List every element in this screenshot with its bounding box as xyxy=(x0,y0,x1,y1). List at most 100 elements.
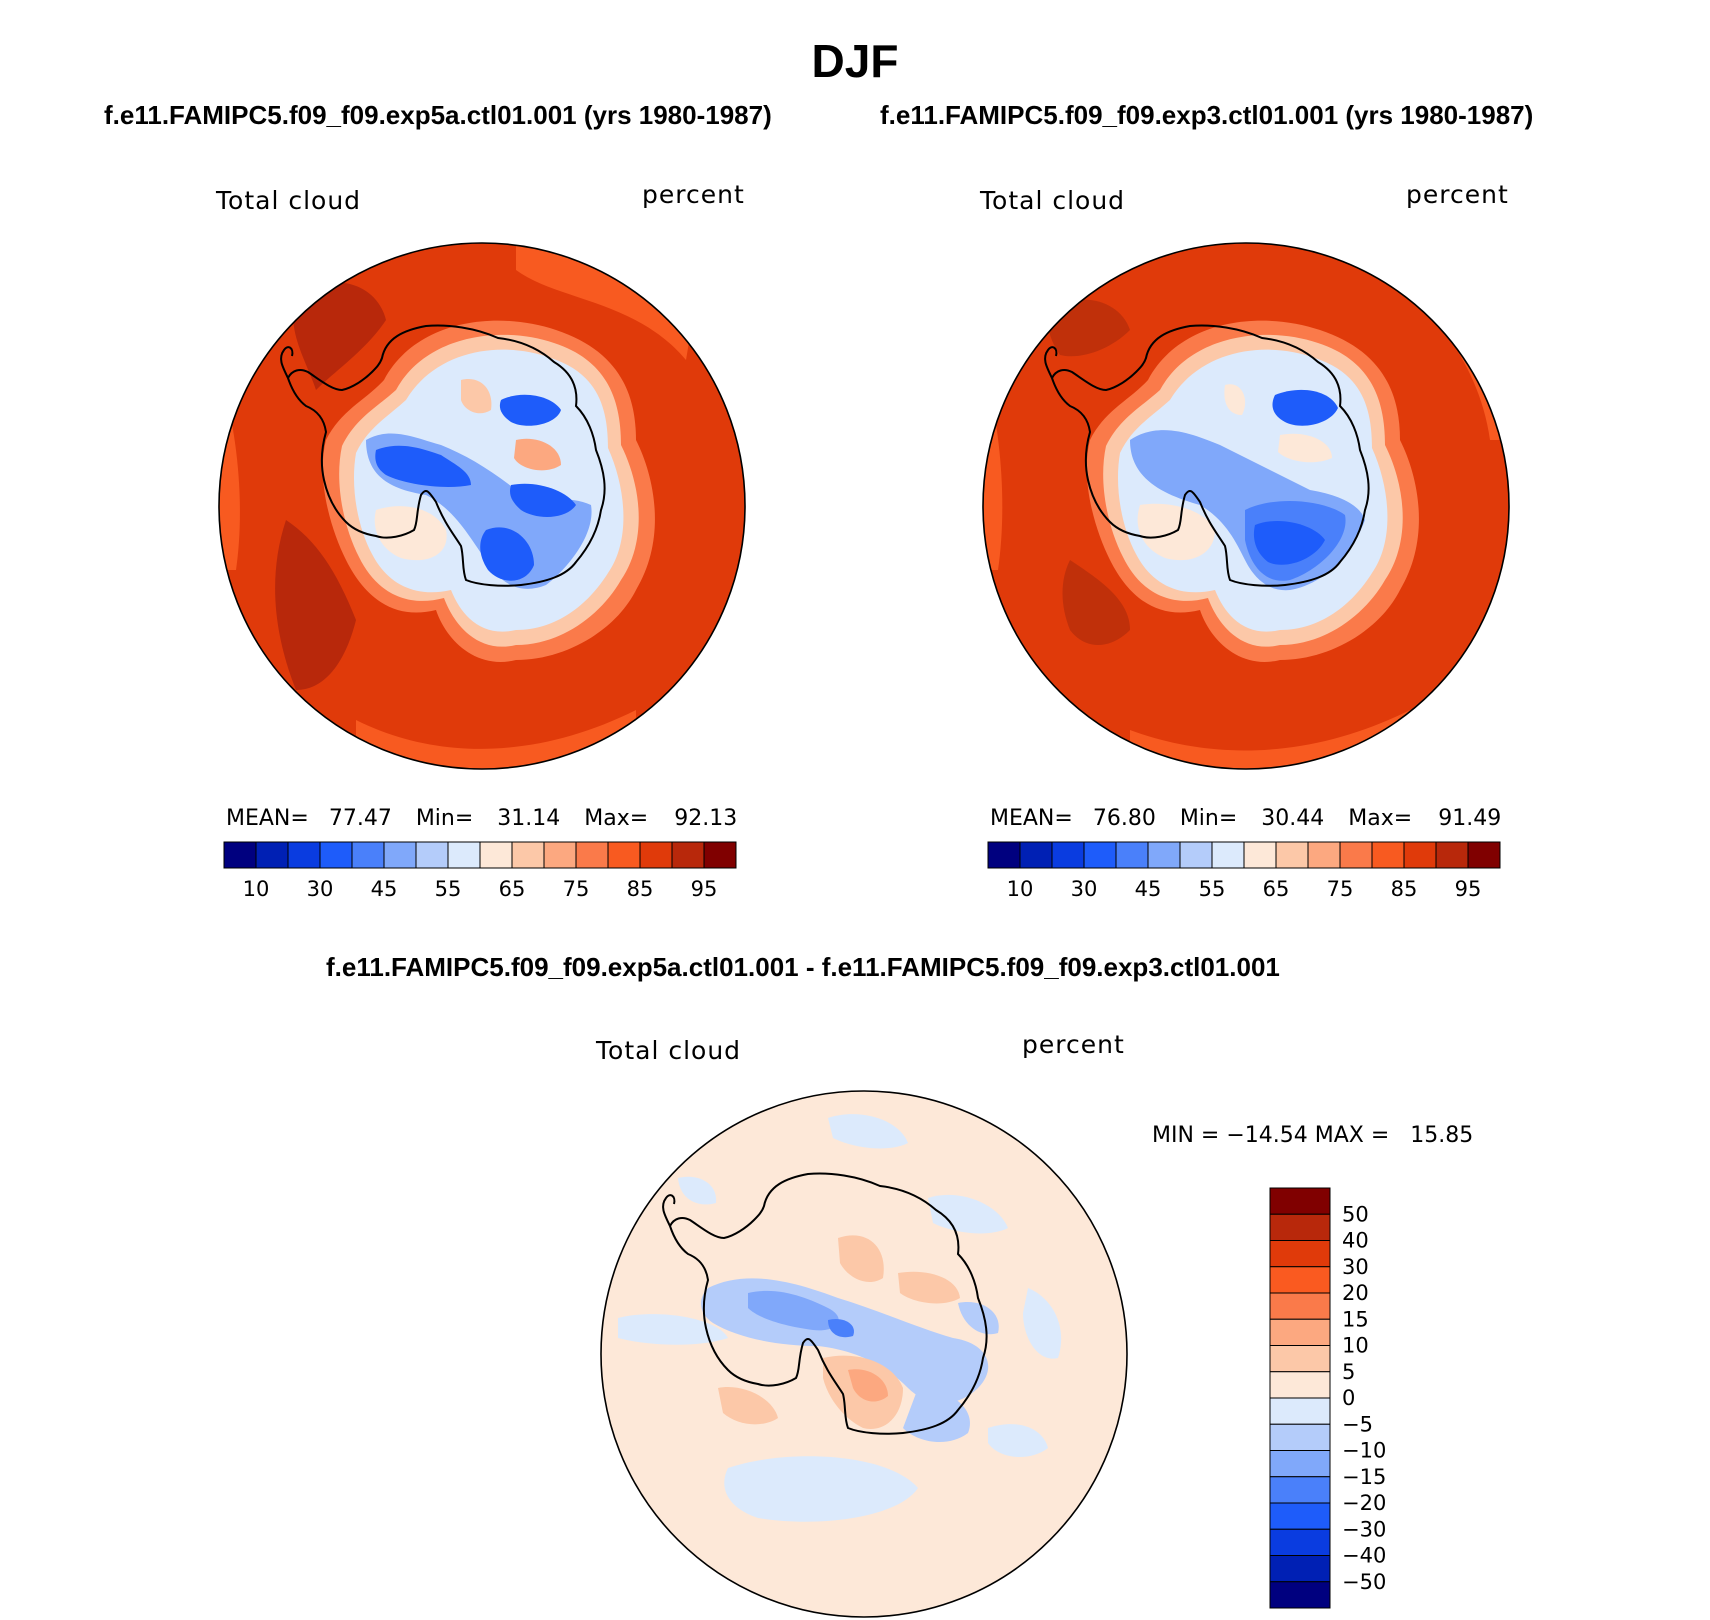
min-label: Min= xyxy=(1179,806,1238,831)
colorbar-tick-label: −20 xyxy=(1342,1491,1386,1515)
colorbar-swatch xyxy=(447,841,481,869)
cloud-blue-region xyxy=(510,483,576,517)
colorbar-swatch xyxy=(1269,1213,1331,1241)
colorbar-swatch xyxy=(1467,841,1501,869)
colorbar-swatch xyxy=(1269,1266,1331,1294)
cloud-warm-region xyxy=(461,379,492,414)
colorbar-tick-label: 65 xyxy=(499,877,526,900)
panel-left-colorbar: 10 30 45 55 65 75 85 95 xyxy=(223,841,737,900)
colorbar-tick-label: −50 xyxy=(1342,1570,1386,1594)
colorbar-swatch xyxy=(1269,1187,1331,1215)
colorbar-swatch xyxy=(671,841,705,869)
colorbar-tick-label: 85 xyxy=(1391,877,1418,900)
difference-variable: Total cloud xyxy=(596,1036,742,1065)
panel-right-variable: Total cloud xyxy=(980,186,1126,215)
positive-anomaly-core xyxy=(848,1369,888,1402)
negative-anomaly-patch xyxy=(1023,1288,1062,1359)
colorbar-swatch xyxy=(1269,1450,1331,1478)
max-value: 91.49 xyxy=(1438,806,1502,831)
colorbar-swatch xyxy=(1269,1423,1331,1451)
cloud-warm-region xyxy=(1224,384,1246,415)
mean-label: MEAN= xyxy=(226,806,309,831)
colorbar-tick-label: 55 xyxy=(435,877,462,900)
peninsula-coast xyxy=(662,1194,676,1227)
colorbar-swatch xyxy=(1307,841,1341,869)
positive-anomaly-region xyxy=(898,1271,960,1304)
negative-anomaly-core xyxy=(748,1290,839,1331)
colorbar-swatch xyxy=(223,841,257,869)
colorbar-swatch xyxy=(1269,1528,1331,1556)
difference-units: percent xyxy=(1022,1030,1125,1059)
colorbar-swatch xyxy=(1083,841,1117,869)
colorbar-swatch xyxy=(255,841,289,869)
panel-right-case-title: f.e11.FAMIPC5.f09_f09.exp3.ctl01.001 (yr… xyxy=(880,100,1534,130)
colorbar-tick-label: 5 xyxy=(1342,1360,1355,1384)
cloud-blue-region xyxy=(499,394,561,426)
ocean-lighter-patch xyxy=(219,360,240,570)
cloud-warm-region xyxy=(514,438,561,471)
mean-value: 77.47 xyxy=(328,806,392,831)
peninsula-coast xyxy=(1044,346,1058,379)
colorbar-swatch xyxy=(1269,1502,1331,1530)
colorbar-swatch xyxy=(1435,841,1469,869)
colorbar-tick-label: 20 xyxy=(1342,1281,1369,1305)
map-boundary xyxy=(982,242,1510,770)
colorbar-swatch xyxy=(1269,1318,1331,1346)
negative-anomaly-patch xyxy=(928,1194,1008,1234)
colorbar-tick-label: 30 xyxy=(307,877,334,900)
colorbar-swatch xyxy=(479,841,513,869)
cloud-blue-region xyxy=(1272,389,1338,426)
difference-minmax: MIN = −14.54 MAX = 15.85 xyxy=(1152,1123,1474,1148)
cloud-blue-region xyxy=(1253,520,1325,565)
colorbar-tick-label: −15 xyxy=(1342,1465,1386,1489)
colorbar-swatch xyxy=(703,841,737,869)
colorbar-tick-label: 30 xyxy=(1071,877,1098,900)
colorbar-swatch xyxy=(1179,841,1213,869)
colorbar-tick-label: 85 xyxy=(627,877,654,900)
colorbar-swatch xyxy=(511,841,545,869)
colorbar-swatch xyxy=(383,841,417,869)
colorbar-swatch xyxy=(1275,841,1309,869)
colorbar-swatch xyxy=(1269,1397,1331,1425)
colorbar-swatch xyxy=(1211,841,1245,869)
colorbar-swatch xyxy=(1269,1292,1331,1320)
colorbar-tick-label: −10 xyxy=(1342,1439,1386,1463)
coastline xyxy=(668,1172,988,1435)
colorbar-swatch xyxy=(1269,1476,1331,1504)
colorbar-tick-label: 10 xyxy=(1342,1334,1369,1358)
negative-anomaly-patch xyxy=(618,1314,728,1345)
colorbar-tick-label: 30 xyxy=(1342,1255,1369,1279)
coastline xyxy=(286,324,606,587)
colorbar-swatch xyxy=(287,841,321,869)
colorbar-swatch xyxy=(1339,841,1373,869)
map-boundary xyxy=(218,242,746,770)
min-value: 31.14 xyxy=(497,806,561,831)
colorbar-tick-label: 45 xyxy=(1135,877,1162,900)
colorbar-tick-label: 0 xyxy=(1342,1386,1355,1410)
colorbar-swatch xyxy=(575,841,609,869)
positive-anomaly-region xyxy=(718,1387,778,1425)
ocean-lighter-patch xyxy=(983,350,1003,570)
colorbar-tick-label: −40 xyxy=(1342,1544,1386,1568)
cloud-blue-region xyxy=(480,527,534,581)
colorbar-swatch xyxy=(1147,841,1181,869)
colorbar-swatch xyxy=(1019,841,1053,869)
peninsula-coast xyxy=(280,346,294,379)
max-value: 92.13 xyxy=(674,806,738,831)
mean-label: MEAN= xyxy=(990,806,1073,831)
colorbar-swatch xyxy=(1269,1345,1331,1373)
negative-anomaly-patch xyxy=(724,1456,918,1522)
panel-right-map xyxy=(982,242,1510,770)
cloud-blue-region xyxy=(375,445,471,487)
colorbar-tick-label: 65 xyxy=(1263,877,1290,900)
colorbar-tick-label: 75 xyxy=(563,877,590,900)
colorbar-swatch xyxy=(1269,1371,1331,1399)
panel-right-colorbar: 10 30 45 55 65 75 85 95 xyxy=(987,841,1501,900)
figure-title: DJF xyxy=(811,35,899,87)
difference-map xyxy=(600,1090,1128,1618)
colorbar-tick-label: 95 xyxy=(691,877,718,900)
panel-right-units: percent xyxy=(1406,180,1509,209)
ocean-darker-patch xyxy=(1062,560,1130,645)
colorbar-tick-label: 95 xyxy=(1455,877,1482,900)
